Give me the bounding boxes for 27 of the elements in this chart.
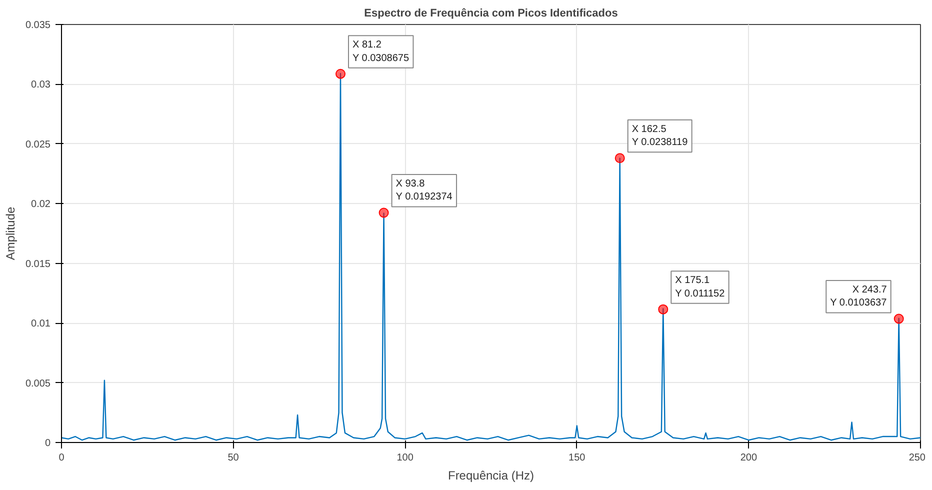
y-tick-label: 0.015 — [25, 258, 51, 270]
annotation: X 81.2 Y 0.0308675 — [352, 40, 410, 64]
y-tick-label: 0.03 — [31, 80, 51, 91]
chart-title: Espectro de Frequência com Picos Identificados — [364, 8, 618, 20]
x-axis-title: Frequência (Hz) — [448, 468, 534, 482]
annotation: X 243.7 Y 0.0103637 — [830, 284, 888, 309]
y-axis-title: Amplitude — [3, 206, 18, 260]
x-tick-label: 150 — [568, 452, 586, 464]
annotation: X 93.8 Y 0.0192374 — [396, 178, 453, 203]
point — [336, 68, 346, 79]
point — [378, 208, 389, 218]
annotation: X 175.1 Y 0.011152 — [675, 275, 726, 300]
x-tick-label: 0 — [58, 452, 65, 464]
y-tick-label: 0.01 — [31, 318, 51, 330]
point — [894, 314, 904, 324]
x-tick-label: 250 — [908, 452, 926, 464]
y-tick-label: 0.005 — [25, 378, 51, 390]
annotation: X 162.5 Y 0.0238119 — [632, 124, 688, 148]
x-tick-label: 50 — [228, 452, 240, 464]
point — [614, 153, 625, 164]
x-tick-label: 200 — [740, 452, 758, 464]
x-tick-label: 100 — [396, 452, 414, 464]
y-tick-label: 0.02 — [31, 199, 51, 210]
y-tick-label: 0.025 — [25, 139, 51, 150]
y-tick-label: 0 — [44, 438, 51, 449]
y-tick-label: 0.035 — [25, 20, 51, 31]
point — [658, 304, 668, 314]
